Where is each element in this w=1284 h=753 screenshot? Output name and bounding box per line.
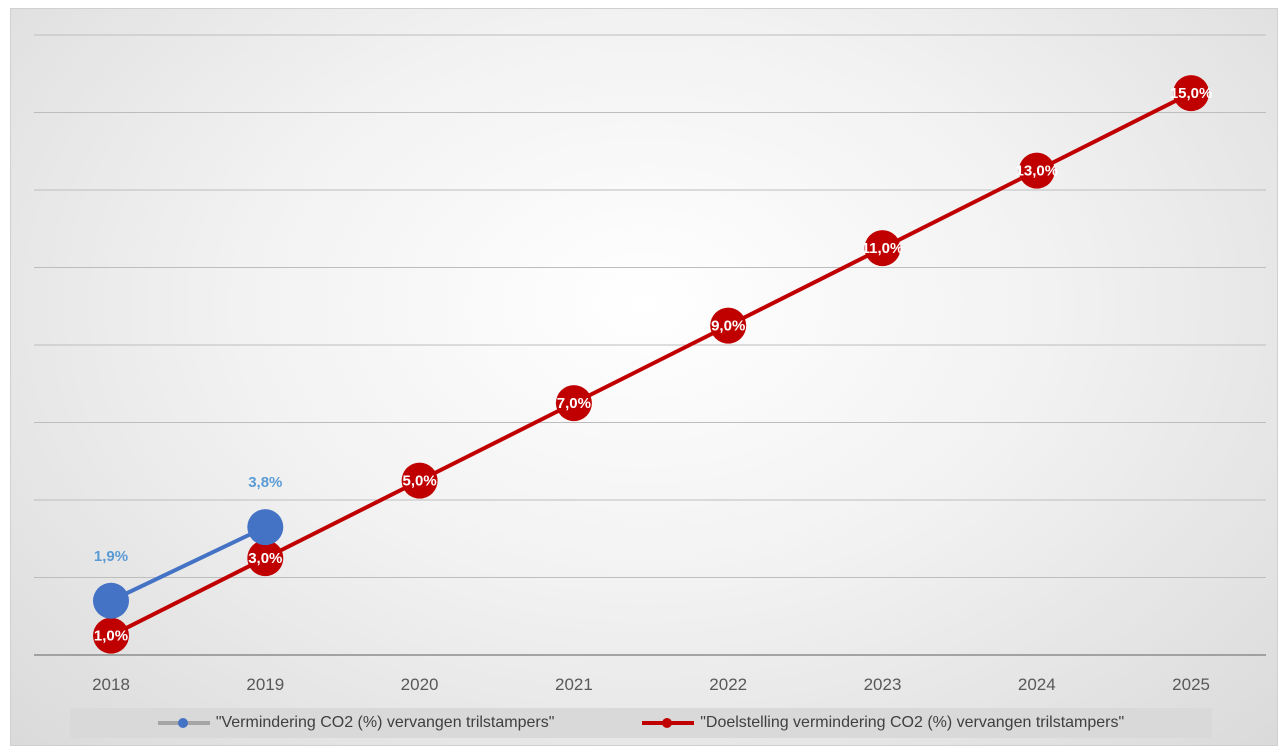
x-tick-label: 2025	[1172, 675, 1210, 694]
data-label: 5,0%	[402, 473, 436, 490]
legend-item-actual: "Vermindering CO2 (%) vervangen trilstam…	[157, 714, 555, 732]
data-point	[247, 509, 284, 546]
data-label: 15,0%	[1170, 85, 1213, 102]
series-line	[110, 525, 267, 603]
data-labels: 1,0% 3,0% 5,0% 7,0% 9,0% 11,0% 13,0% 15,0% 1,9% 3…	[94, 85, 1212, 645]
gridlines	[34, 34, 1266, 656]
data-point	[1018, 152, 1055, 189]
legend: "Vermindering CO2 (%) vervangen trilstam…	[70, 708, 1212, 738]
legend-label-target: "Doelstelling vermindering CO2 (%) verva…	[700, 714, 1125, 731]
series-line	[110, 91, 1192, 638]
data-point	[1173, 75, 1210, 112]
x-tick-label: 2024	[1018, 675, 1056, 694]
x-axis-ticks: 2018 2019 2020 2021 2022 2023 2024 2025	[92, 675, 1210, 694]
series-target	[93, 75, 1210, 654]
legend-label-actual: "Vermindering CO2 (%) vervangen trilstam…	[215, 714, 555, 731]
data-label: 1,0%	[94, 628, 128, 645]
x-tick-label: 2019	[246, 675, 284, 694]
data-point	[864, 230, 901, 267]
x-tick-label: 2022	[709, 675, 747, 694]
data-label: 11,0%	[862, 240, 904, 257]
series	[93, 75, 1210, 654]
legend-swatch-actual	[157, 716, 210, 730]
legend-swatch-target	[642, 716, 695, 730]
data-point	[93, 617, 129, 654]
data-label: 3,0%	[248, 550, 282, 567]
data-point	[247, 540, 284, 577]
chart-area	[10, 8, 1278, 746]
data-label: 13,0%	[1016, 163, 1059, 180]
series-actual	[93, 509, 284, 619]
x-tick-label: 2018	[92, 675, 130, 694]
data-point	[710, 307, 747, 344]
x-tick-label: 2023	[864, 675, 902, 694]
data-point	[401, 462, 438, 499]
x-tick-label: 2021	[555, 675, 593, 694]
x-tick-label: 2020	[401, 675, 439, 694]
data-label: 7,0%	[557, 395, 591, 412]
data-point	[555, 385, 592, 422]
data-point	[93, 582, 129, 619]
data-label: 1,9%	[94, 548, 128, 565]
data-label: 3,8%	[248, 474, 282, 491]
data-label: 9,0%	[711, 318, 745, 335]
legend-item-target: "Doelstelling vermindering CO2 (%) verva…	[642, 714, 1124, 732]
